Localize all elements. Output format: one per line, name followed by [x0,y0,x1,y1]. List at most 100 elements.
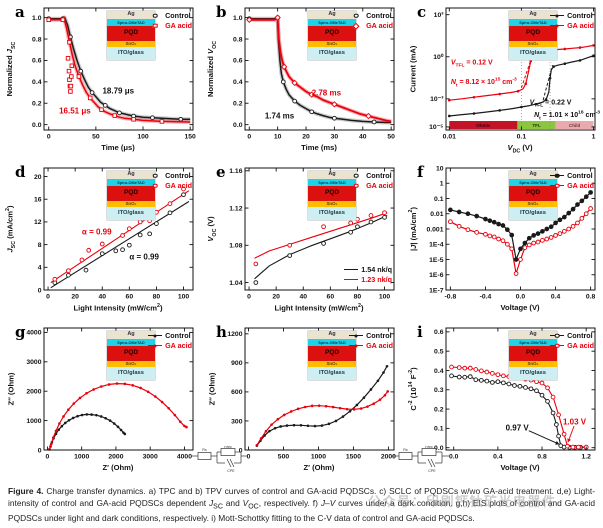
marker-circle [583,211,589,217]
marker-circle [534,379,539,385]
series-control-fit-line [50,201,190,289]
marker-dot [92,388,95,391]
diamond-legend-icon [349,22,363,29]
device-stack-inset: Ag Spiro-OMeTAD PQD SnO₂ ITO/glass [308,331,356,380]
marker-circle [483,231,488,237]
legend-label: Control [567,171,593,180]
y-tick-label: 10⁰ [433,53,444,61]
legend-item: GA acid [349,181,393,190]
device-stack-inset: Ag Spiro-OMeTAD PQD SnO₂ ITO/glass [308,171,356,220]
y-tick-label: 1E-6 [429,272,444,279]
device-layer-ito-glass: ITO/glass [509,367,557,380]
marker-circle [505,227,510,233]
band-tfl [517,121,556,129]
y-tick-label: 10³ [434,12,445,19]
marker-dot [359,407,363,410]
y-tick-label: 1.04 [229,280,242,287]
x-axis-label: Light Intensity (mW/cm2) [73,303,163,313]
device-layer-sno-: SnO₂ [107,361,155,367]
dot-legend-icon [349,332,364,339]
x-tick-label: 100 [379,294,391,301]
marker-dot [154,395,157,398]
marker-circle [487,233,493,239]
x-tick-label: 20 [302,134,310,141]
panel-letter-f: f [417,163,424,181]
marker-circle [544,236,550,242]
marker-dot [382,371,385,374]
marker-dot [447,98,451,102]
annotation-arrow [528,430,560,445]
legend: Control GA acid [550,331,594,350]
marker-dot [578,59,582,62]
y-tick-label: 10⁻³ [430,96,444,103]
marker-circle [535,231,541,236]
y-tick-label: 0.0 [434,445,444,452]
marker-dot [310,404,314,408]
x-tick-label: -0.4 [480,294,492,301]
marker-dot [60,424,64,428]
legend-label: Control [366,171,392,180]
legend-marker-icon [152,13,158,18]
marker-circle [83,267,89,273]
marker-square [60,17,66,23]
marker-circle [66,272,71,278]
marker-square [69,74,74,79]
marker-dot [296,407,300,411]
legend-item: GA acid [550,21,594,30]
band-ohmic [449,121,518,129]
panel-c: c Ohmic TFL Child 0.01 0.1 1 10³ 10⁰ 10⁻³ 10⁻⁵ Curr… [402,0,603,160]
y-tick-label: 0.01 [430,211,443,218]
panel-letter-c: c [417,3,427,21]
marker-circle [505,241,510,247]
device-layer-pqd: PQD [509,186,557,201]
marker-diamond [331,101,338,108]
chart-c: Ohmic TFL Child 0.01 0.1 1 10³ 10⁰ 10⁻³ 10⁻⁵ [429,7,596,141]
x-tick-label: 100 [178,294,190,301]
x-tick-label: 0 [47,134,51,141]
marker-dot [306,424,310,428]
marker-dot [362,396,366,400]
marker-circle [531,233,536,238]
marker-dot [54,429,58,433]
marker-circle [181,186,186,192]
legend-item: Control [148,331,192,340]
device-layer-ag: Ag [308,331,356,339]
y-tick-label: 0 [239,447,243,454]
marker-circle [253,261,259,267]
legend-label: Control [366,11,392,20]
marker-dot [378,398,382,401]
panel-a: a 0 50 100 150 0.0 0.2 0.4 0.6 0.8 1.0 Normalized J… [0,0,201,160]
marker-dot [327,422,331,426]
label-rrec: Rrec [425,446,433,449]
marker-square [112,113,117,118]
marker-circle [253,280,259,285]
marker-dot [123,432,127,436]
device-layer-ag: Ag [107,11,155,19]
marker-dot [112,422,116,425]
device-stack-inset: Ag Spiro-OMeTAD PQD SnO₂ ITO/glass [107,11,155,60]
y-tick-label: 4 [38,265,42,272]
annotation-arrowhead [555,440,560,445]
marker-circle [550,394,556,400]
marker-dot [268,429,271,433]
legend-marker-icon [354,334,358,337]
annotation: 18.79 μs [102,86,135,96]
legend-label: GA acid [366,181,393,190]
marker-circle [126,242,132,248]
device-layer-ag: Ag [509,11,557,19]
marker-dot [104,416,107,420]
marker-circle [448,207,453,213]
marker-circle [126,226,132,232]
legend-marker-icon [352,22,360,29]
marker-circle [487,218,493,224]
legend-item: GA acid [349,21,393,30]
x-tick-label: 4000 [177,454,192,461]
panel-e: e 0 20 40 60 80 100 1.04 1.08 1.12 1.16 VOC (V) Ligh… [201,160,402,320]
marker-dot [90,413,93,416]
y-tick-label: 1200 [227,331,242,338]
marker-circle [287,253,293,258]
marker-circle [522,245,528,250]
device-layer-sno-: SnO₂ [509,201,557,207]
marker-dot [183,424,186,428]
marker-circle [167,210,173,216]
